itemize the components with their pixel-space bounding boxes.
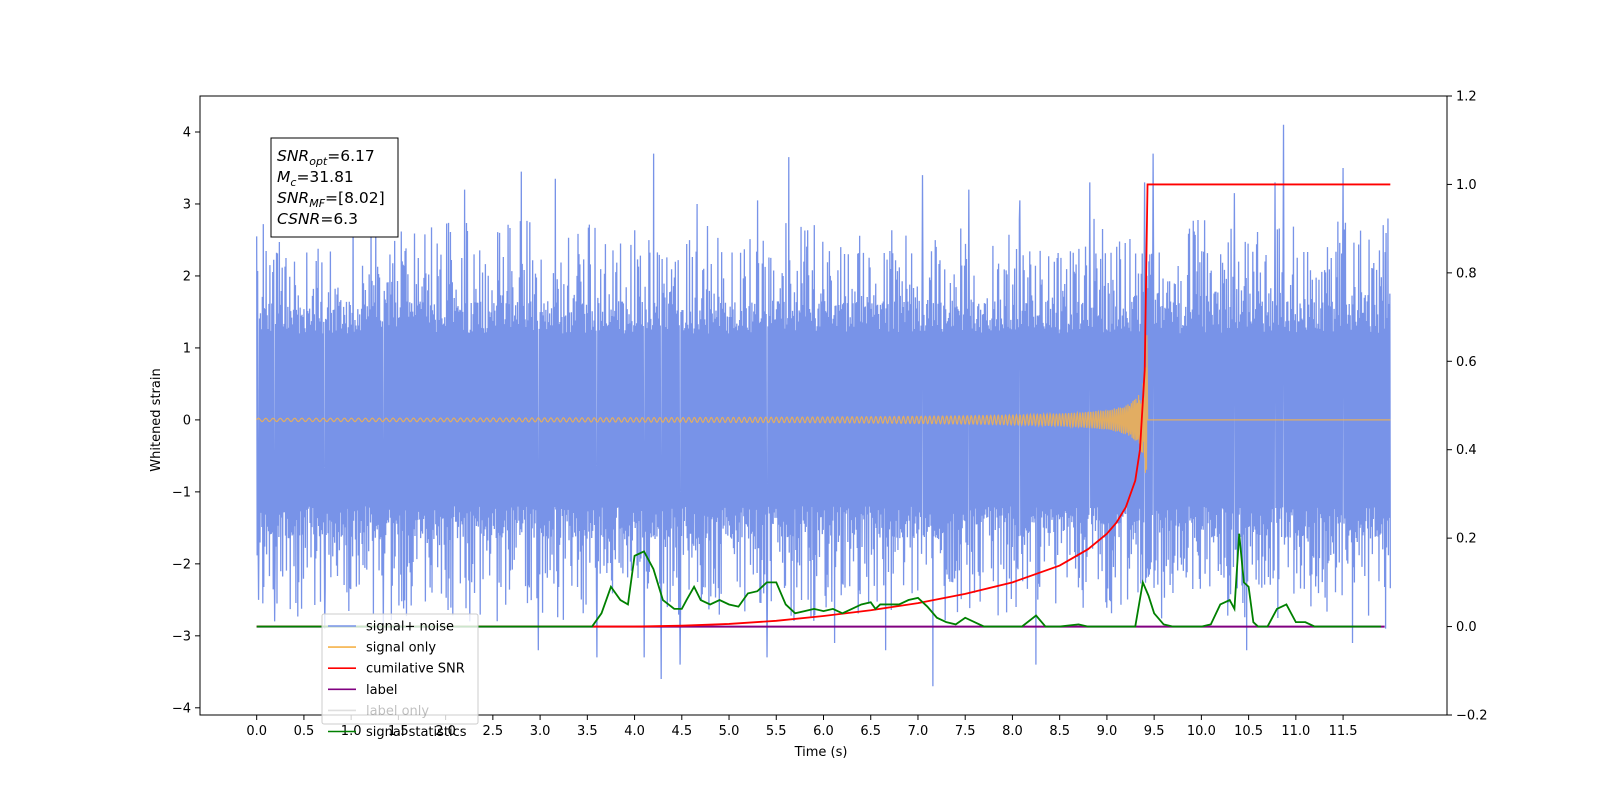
annotation-frame [270, 137, 399, 238]
y-right-tick-label: 1.0 [1456, 178, 1477, 193]
legend-label: signal only [366, 641, 436, 656]
x-tick-label: 11.0 [1281, 724, 1310, 739]
x-tick-label: 7.0 [908, 724, 929, 739]
x-tick-label: 10.0 [1187, 724, 1216, 739]
x-tick-label: 8.0 [1002, 724, 1023, 739]
y-right-tick-label: 0.4 [1456, 443, 1477, 458]
y-right-tick-label: −0.2 [1456, 709, 1488, 724]
x-tick-label: 1.5 [388, 724, 409, 739]
x-tick-label: 0.5 [294, 724, 315, 739]
x-tick-label: 9.5 [1144, 724, 1165, 739]
y-right-tick-label: 0.8 [1456, 266, 1477, 281]
annotation-symbol: M [277, 168, 290, 186]
series-signal-only [256, 335, 1391, 473]
annotation-value: =6.3 [320, 210, 358, 228]
x-tick-label: 5.0 [719, 724, 740, 739]
annotation-value: =[8.02] [325, 189, 385, 207]
x-tick-label: 8.5 [1049, 724, 1070, 739]
x-tick-label: 7.5 [955, 724, 976, 739]
x-tick-label: 3.5 [577, 724, 598, 739]
x-tick-label: 10.5 [1234, 724, 1263, 739]
legend-label: label [366, 683, 397, 698]
legend-label: signal statistics [366, 725, 467, 740]
x-tick-label: 11.5 [1329, 724, 1358, 739]
y-left-tick-label: 1 [183, 341, 191, 356]
legend-label: label only [366, 704, 429, 719]
annotation-line: CSNR=6.3 [277, 210, 358, 228]
x-tick-label: 6.5 [860, 724, 881, 739]
annotation-symbol: SNR [277, 189, 309, 207]
annotation-subscript: MF [309, 197, 325, 210]
legend: signal+ noise signal only cumilative SNR la… [321, 613, 479, 740]
annotation-value: =6.17 [327, 147, 375, 165]
x-tick-label: 4.5 [671, 724, 692, 739]
y-left-tick-label: 2 [183, 269, 191, 284]
y-left-tick-label: −3 [172, 629, 191, 644]
legend-label: cumilative SNR [366, 662, 465, 677]
y-left-tick-label: 0 [183, 413, 191, 428]
y-right-tick-label: 0.6 [1456, 355, 1477, 370]
annotation-value: =31.81 [296, 168, 353, 186]
annotation-line: SNRopt=6.17 [277, 147, 375, 168]
annotation-symbol: CSNR [277, 210, 320, 228]
x-tick-label: 3.0 [530, 724, 551, 739]
x-tick-label: 2.0 [435, 724, 456, 739]
y-left-tick-label: −1 [172, 485, 191, 500]
y-axis-title: Whitened strain [149, 368, 164, 471]
x-tick-label: 0.0 [246, 724, 267, 739]
annotation-symbol: SNR [277, 147, 309, 165]
x-tick-label: 4.0 [624, 724, 645, 739]
y-left-tick-label: −2 [172, 557, 191, 572]
y-left-tick-label: 4 [183, 125, 191, 140]
x-tick-label: 6.0 [813, 724, 834, 739]
x-tick-label: 5.5 [766, 724, 787, 739]
y-right-tick-label: 0.2 [1456, 532, 1477, 547]
y-right-axis: −0.2 0.0 0.2 0.4 0.6 0.8 1.0 1.2 [1447, 90, 1488, 724]
x-tick-label: 9.0 [1097, 724, 1118, 739]
y-left-axis: −4 −3 −2 −1 0 1 2 3 4 [172, 125, 200, 716]
annotation-subscript: opt [309, 155, 328, 168]
annotation-line: SNRMF=[8.02] [277, 189, 385, 210]
x-axis: 0.0 0.5 1.0 1.5 2.0 2.5 3.0 3.5 4.0 4.5 5.0 5.5 6.0 6… [246, 715, 1358, 739]
x-axis-title: Time (s) [794, 745, 848, 760]
y-right-tick-label: 0.0 [1456, 620, 1477, 635]
legend-label: signal+ noise [366, 620, 454, 635]
series-cumulative-snr [256, 183, 1391, 628]
legend-frame [321, 613, 479, 725]
annotation-subscript: c [290, 176, 296, 189]
series-signal-noise [256, 124, 1391, 687]
x-tick-label: 2.5 [483, 724, 504, 739]
series-signal-statistics [256, 533, 1381, 628]
y-left-tick-label: 3 [183, 197, 191, 212]
y-right-tick-label: 1.2 [1456, 90, 1477, 105]
annotation-line: Mc=31.81 [277, 168, 354, 189]
y-left-tick-label: −4 [172, 701, 191, 716]
